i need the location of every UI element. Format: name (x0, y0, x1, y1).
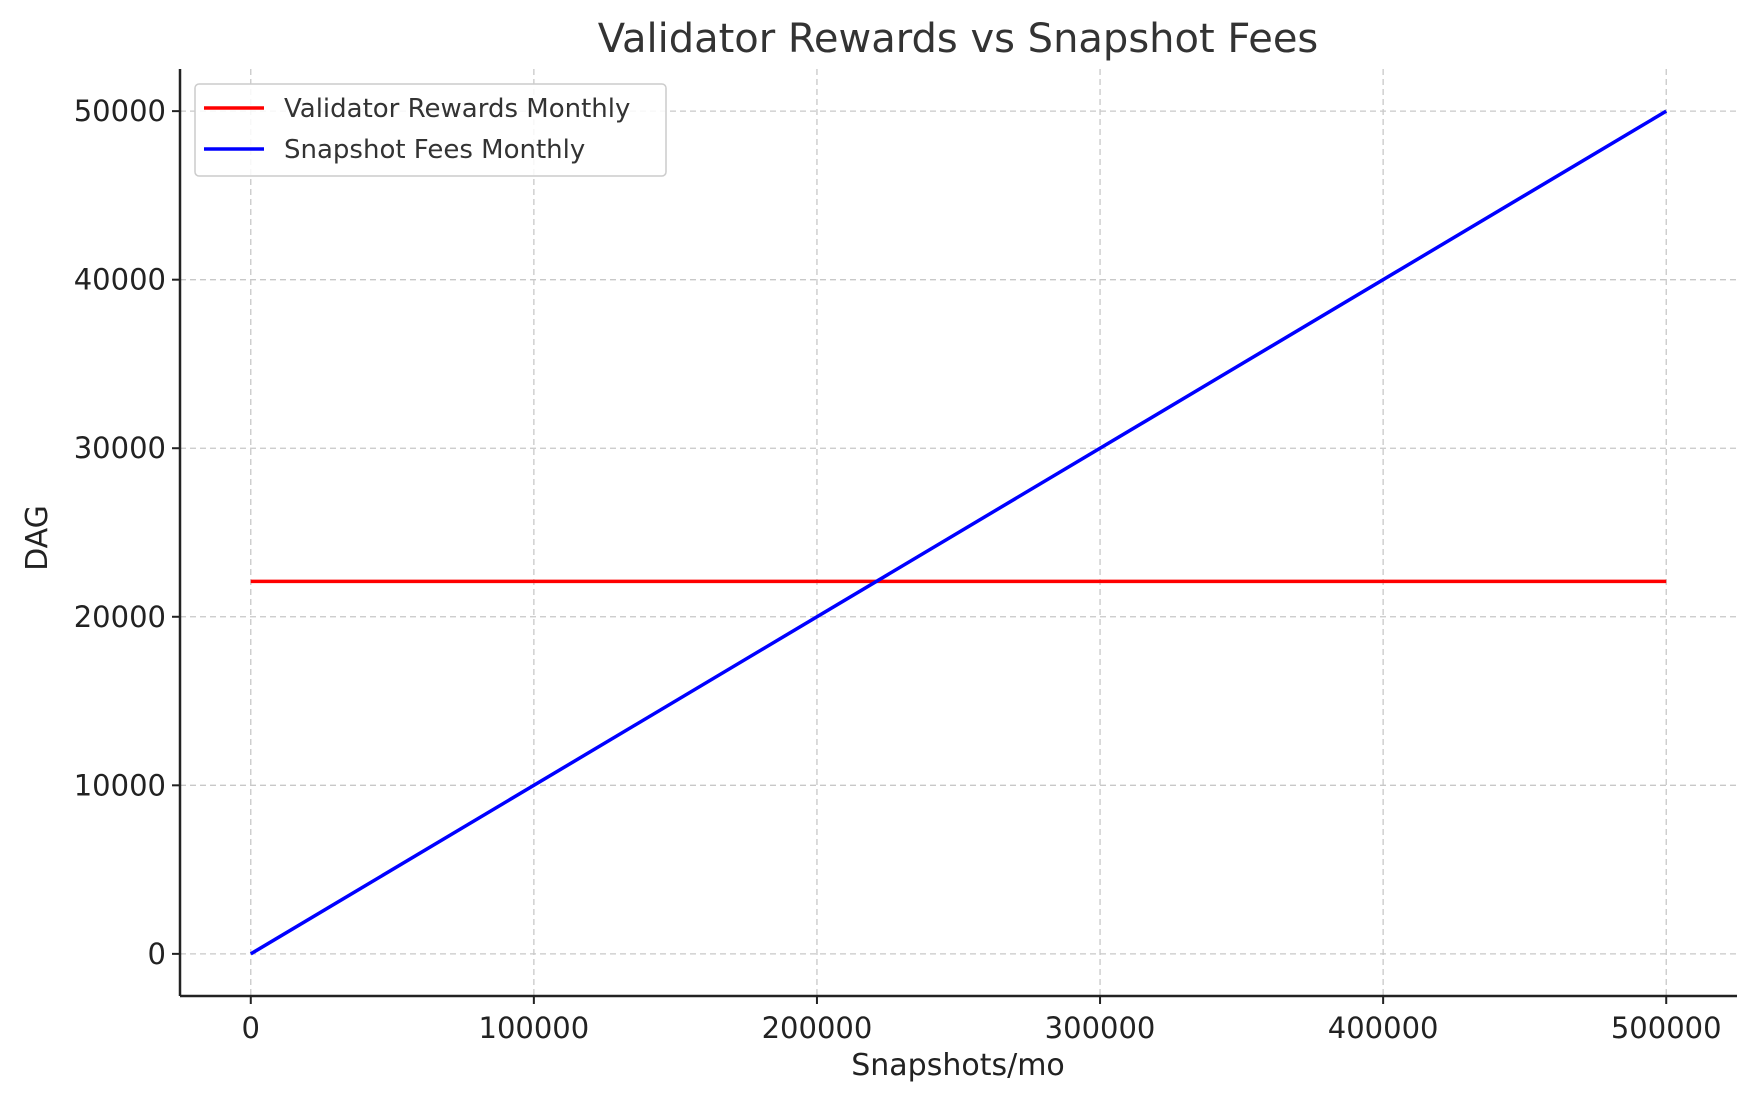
y-tick-label: 0 (148, 937, 166, 971)
y-axis-ticks: 0 10000 20000 30000 40000 50000 (74, 94, 180, 971)
series-line-2 (249, 109, 1668, 956)
x-tick-label: 0 (242, 1011, 260, 1045)
y-tick-label: 20000 (74, 600, 166, 634)
x-tick-label: 400000 (1328, 1011, 1439, 1045)
x-axis-ticks: 0 100000 200000 300000 400000 500000 (242, 996, 1722, 1045)
x-axis-label: Snapshots/mo (851, 1048, 1065, 1083)
axes (178, 69, 1737, 998)
x-tick-label: 100000 (479, 1011, 590, 1045)
y-axis-label: DAG (20, 505, 55, 571)
plot-area (249, 109, 1668, 956)
legend: Validator Rewards Monthly Snapshot Fees M… (194, 83, 667, 177)
grid (180, 69, 1737, 996)
x-tick-label: 300000 (1045, 1011, 1156, 1045)
y-tick-label: 10000 (74, 768, 166, 802)
legend-label-2: Snapshot Fees Monthly (284, 135, 585, 165)
chart-title: Validator Rewards vs Snapshot Fees (598, 16, 1319, 62)
legend-label-1: Validator Rewards Monthly (284, 94, 630, 124)
legend-frame (194, 83, 667, 177)
y-tick-label: 30000 (74, 431, 166, 465)
x-tick-label: 200000 (762, 1011, 873, 1045)
x-tick-label: 500000 (1611, 1011, 1722, 1045)
y-tick-label: 40000 (74, 263, 166, 297)
y-tick-label: 50000 (74, 94, 166, 128)
